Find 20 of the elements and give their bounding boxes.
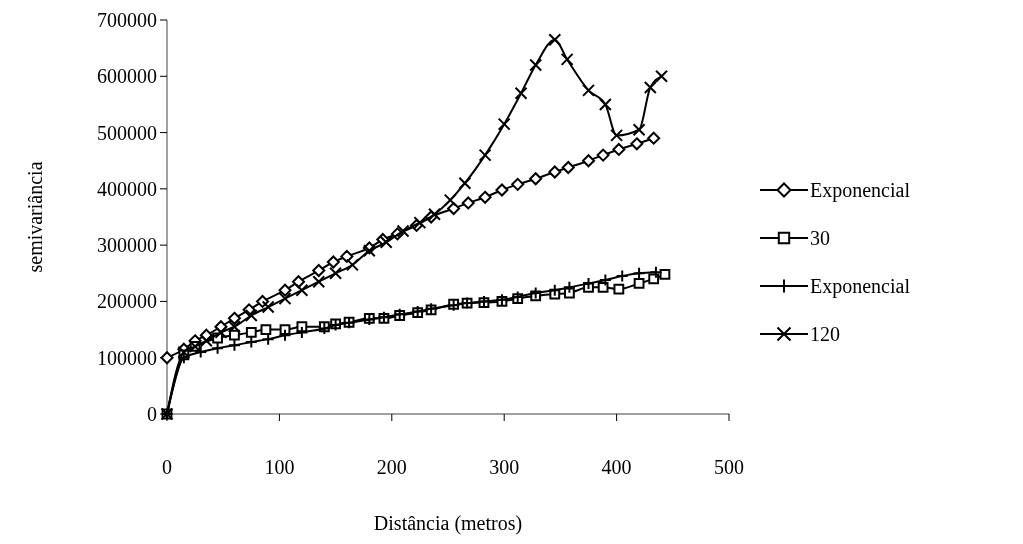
x-tick-label: 0 xyxy=(162,456,172,478)
y-tick-label: 600000 xyxy=(97,65,157,88)
x-tick-label: 100 xyxy=(264,456,295,478)
y-tick-label: 200000 xyxy=(97,290,157,313)
legend-label: Exponencial xyxy=(810,275,911,298)
y-tick-label: 100000 xyxy=(97,346,157,369)
x-tick-label: 200 xyxy=(376,456,407,478)
x-axis-title: Distância (metros) xyxy=(373,512,523,535)
y-tick-label: 500000 xyxy=(97,121,157,144)
x-tick-label: 400 xyxy=(601,456,632,478)
y-tick-label: 300000 xyxy=(97,234,157,257)
legend-label: Exponencial xyxy=(810,179,911,202)
y-tick-label: 0 xyxy=(147,403,157,425)
x-tick-label: 300 xyxy=(489,456,520,478)
y-tick-label: 700000 xyxy=(97,9,157,31)
y-axis-title: semivariância xyxy=(24,161,46,273)
legend-label: 30 xyxy=(810,227,830,249)
legend-label: 120 xyxy=(810,323,840,345)
x-tick-label: 500 xyxy=(714,456,744,478)
y-tick-label: 400000 xyxy=(97,177,157,200)
